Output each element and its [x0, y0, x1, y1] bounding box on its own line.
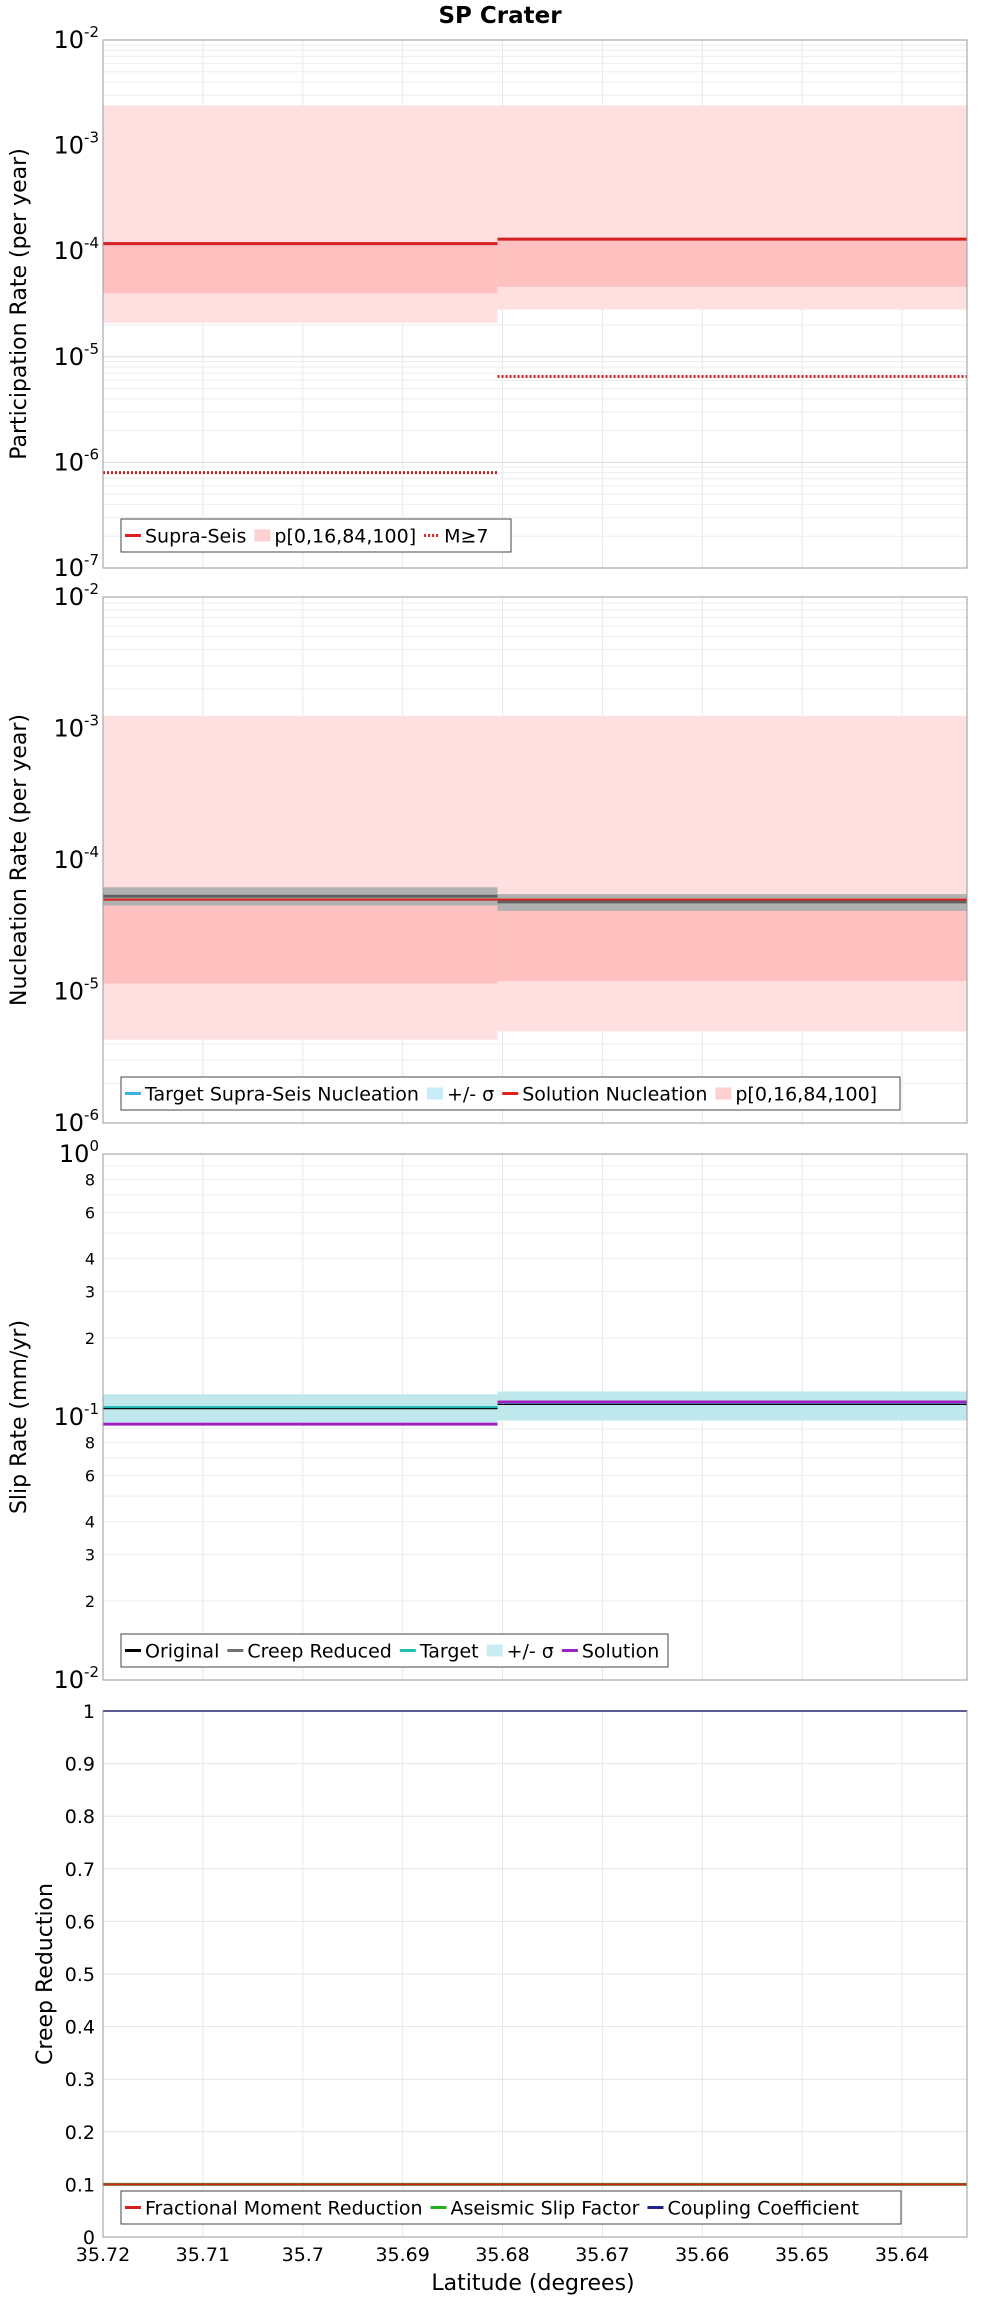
- y-tick-label: 0.9: [65, 1754, 95, 1776]
- legend-label: p[0,16,84,100]: [274, 526, 416, 548]
- y-minor-tick-label: 3: [85, 1283, 95, 1302]
- y-minor-tick-label: 4: [85, 1513, 95, 1532]
- y-tick-label: 10-6: [53, 445, 99, 476]
- legend-label: Target Supra-Seis Nucleation: [144, 1084, 419, 1106]
- plot-frame: [102, 39, 968, 569]
- y-minor-tick-label: 8: [85, 1433, 95, 1452]
- legend-label: Supra-Seis: [145, 526, 246, 548]
- panel-creep: 1 0.9 0.8 0.7 0.6 0.5 0.4 0.3 0.2 0.1 0 Creep Reduc…: [33, 1701, 968, 2249]
- y-minor-tick-label: 8: [85, 1170, 95, 1189]
- y-tick-label: 10-6: [53, 1106, 99, 1137]
- legend-swatch: [486, 1644, 503, 1657]
- x-tick-label: 35.65: [775, 2244, 829, 2266]
- y-tick-label: 0.4: [65, 2017, 95, 2039]
- legend-box: [120, 518, 512, 553]
- uncertainty-band: [497, 239, 967, 287]
- x-tick-label: 35.71: [176, 2244, 230, 2266]
- legend: Original Creep Reduced Target +/- σ Solution: [120, 1633, 669, 1668]
- y-tick-label: 100: [59, 1137, 99, 1168]
- y-axis-label: Slip Rate (mm/yr): [7, 1320, 32, 1514]
- y-tick-label: 10-5: [53, 340, 99, 371]
- y-minor-tick-label: 2: [85, 1592, 95, 1611]
- y-tick-label: 0.2: [65, 2122, 95, 2144]
- y-tick-label: 0.7: [65, 1859, 95, 1881]
- x-tick-label: 35.72: [76, 2244, 130, 2266]
- y-minor-tick-label: 6: [85, 1203, 95, 1222]
- uncertainty-band: [497, 715, 967, 1032]
- legend-label: Coupling Coefficient: [667, 2198, 859, 2220]
- legend-label: p[0,16,84,100]: [735, 1084, 877, 1106]
- y-tick-label: 1: [83, 1701, 95, 1723]
- legend-label: Solution: [582, 1641, 659, 1663]
- x-axis-label: Latitude (degrees): [431, 2271, 634, 2296]
- y-minor-tick-label: 6: [85, 1466, 95, 1485]
- uncertainty-band: [497, 1391, 967, 1421]
- legend-label: Creep Reduced: [247, 1641, 391, 1663]
- legend-swatch: [254, 529, 271, 542]
- uncertainty-band: [103, 715, 498, 1040]
- legend-label: +/- σ: [507, 1641, 554, 1663]
- legend: Target Supra-Seis Nucleation +/- σ Solutio…: [120, 1076, 901, 1111]
- panel-slip: 100 10-1 10-2 8 6 4 3 2 8 6 4 3 2 Slip Rate (mm/yr) Or…: [7, 1137, 968, 1694]
- panel-participation: 10-2 10-3 10-4 10-5 10-6 10-7 Participation Ra…: [7, 23, 968, 582]
- x-tick-label: 35.69: [375, 2244, 429, 2266]
- y-minor-tick-label: 2: [85, 1329, 95, 1348]
- y-tick-label: 10-4: [53, 234, 99, 265]
- legend-label: Target: [419, 1641, 479, 1663]
- plot-frame: [102, 596, 968, 1124]
- plot-frame: [102, 1710, 968, 2238]
- panels: 10-2 10-3 10-4 10-5 10-6 10-7 Participation Ra…: [7, 23, 968, 2249]
- uncertainty-band: [103, 242, 498, 294]
- legend: Fractional Moment Reduction Aseismic Slip…: [120, 2190, 902, 2225]
- panel-nucleation: 10-2 10-3 10-4 10-5 10-6 Nucleation Rate (per…: [7, 580, 968, 1137]
- legend-swatch: [715, 1087, 732, 1100]
- y-tick-label: 10-3: [53, 129, 99, 160]
- legend-label: M≥7: [444, 526, 488, 548]
- legend-swatch: [426, 1087, 443, 1100]
- y-tick-label: 10-7: [53, 551, 99, 582]
- x-tick-labels: 35.72 35.71 35.7 35.69 35.68 35.67 35.66 35.65 3…: [76, 2244, 929, 2266]
- y-axis-label: Creep Reduction: [33, 1883, 58, 2065]
- uncertainty-band: [497, 899, 967, 982]
- y-tick-label: 10-2: [53, 1663, 99, 1694]
- x-tick-label: 35.67: [575, 2244, 629, 2266]
- y-tick-label: 0.6: [65, 1911, 95, 1933]
- uncertainty-band: [103, 897, 498, 984]
- y-tick-label: 10-2: [53, 23, 99, 54]
- y-tick-label: 10-4: [53, 843, 99, 874]
- y-tick-label: 10-3: [53, 712, 99, 743]
- y-axis-label: Participation Rate (per year): [7, 148, 32, 460]
- legend-label: +/- σ: [447, 1084, 494, 1106]
- legend: Supra-Seis p[0,16,84,100] M≥7: [120, 518, 512, 553]
- y-tick-label: 10-2: [53, 580, 99, 611]
- y-tick-label: 0: [83, 2227, 95, 2249]
- y-tick-label: 0.8: [65, 1806, 95, 1828]
- legend-label: Original: [145, 1641, 219, 1663]
- legend-label: Fractional Moment Reduction: [145, 2198, 423, 2220]
- y-tick-label: 0.1: [65, 2174, 95, 2196]
- x-tick-label: 35.68: [475, 2244, 529, 2266]
- x-tick-label: 35.7: [282, 2244, 324, 2266]
- plot-frame: [102, 1153, 968, 1681]
- legend-label: Solution Nucleation: [522, 1084, 707, 1106]
- y-tick-label: 10-1: [53, 1400, 99, 1431]
- x-tick-label: 35.64: [875, 2244, 929, 2266]
- y-tick-label: 10-5: [53, 975, 99, 1006]
- legend-box: [120, 2190, 902, 2225]
- y-tick-label: 0.5: [65, 1964, 95, 1986]
- y-minor-tick-label: 4: [85, 1250, 95, 1269]
- y-tick-label: 0.3: [65, 2069, 95, 2091]
- y-minor-tick-label: 3: [85, 1546, 95, 1565]
- y-axis-label: Nucleation Rate (per year): [7, 714, 32, 1006]
- x-tick-label: 35.66: [675, 2244, 729, 2266]
- chart-title: SP Crater: [438, 3, 562, 29]
- legend-label: Aseismic Slip Factor: [451, 2198, 640, 2220]
